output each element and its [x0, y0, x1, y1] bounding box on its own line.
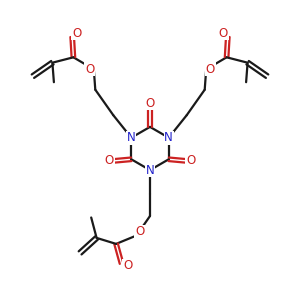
Text: O: O: [146, 97, 154, 110]
Text: O: O: [72, 27, 81, 40]
Text: O: O: [85, 63, 94, 76]
Text: N: N: [127, 131, 136, 144]
Text: O: O: [206, 63, 215, 76]
Text: O: O: [105, 154, 114, 167]
Text: O: O: [135, 225, 144, 239]
Text: O: O: [186, 154, 195, 167]
Text: N: N: [146, 164, 154, 177]
Text: O: O: [123, 259, 132, 272]
Text: N: N: [164, 131, 173, 144]
Text: O: O: [219, 27, 228, 40]
